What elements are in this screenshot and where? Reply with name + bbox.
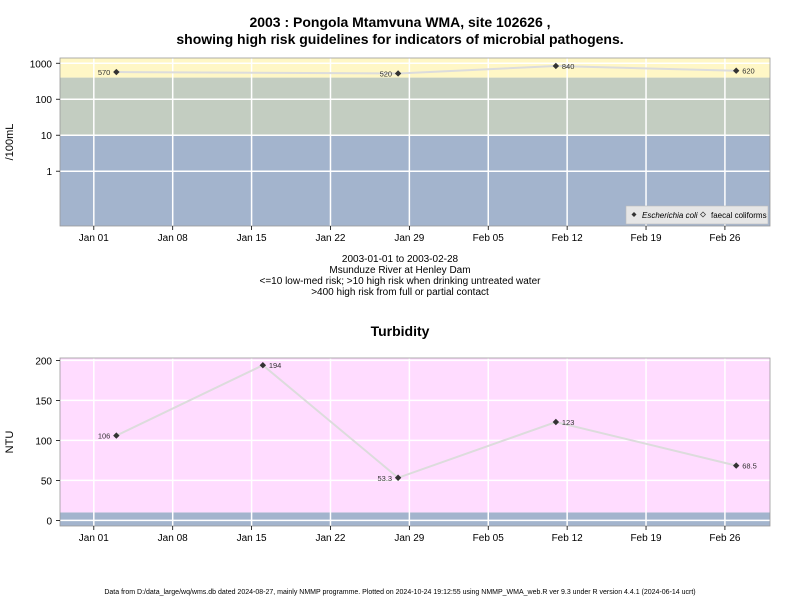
x-tick-label: Feb 26: [709, 533, 741, 544]
y-tick-label: 100: [35, 95, 52, 106]
caption-date-range: 2003-01-01 to 2003-02-28: [341, 254, 459, 265]
data-point: [732, 462, 740, 469]
plot-frame: [59, 357, 771, 527]
data-label: 53.3: [377, 474, 392, 483]
footer-note: Data from D:/data_large/wq/wms.db dated …: [104, 589, 696, 596]
data-label: 194: [269, 361, 282, 370]
plot-frame: [59, 57, 771, 227]
legend-marker-ecoli: [631, 212, 637, 217]
y-tick-label: 0: [46, 516, 52, 527]
data-point: [113, 68, 120, 76]
legend-marker-faecal: [700, 211, 706, 218]
caption-site-name: Msunduze River at Henley Dam: [329, 265, 471, 276]
y-tick-label: 50: [41, 476, 53, 487]
data-label: 840: [562, 62, 575, 71]
y-axis-label: /100mL: [4, 124, 16, 161]
series-line: [116, 64, 737, 75]
x-tick-label: Feb 12: [552, 233, 584, 244]
data-label: 570: [98, 68, 111, 77]
turbidity-title: Turbidity: [370, 323, 430, 339]
risk-band: [60, 512, 770, 526]
x-tick-label: Feb 05: [473, 533, 505, 544]
risk-band: [60, 77, 770, 136]
y-tick-label: 100: [35, 436, 52, 447]
y-tick-label: 10: [41, 131, 53, 142]
y-axis-label: NTU: [4, 431, 16, 454]
risk-band: [60, 58, 770, 78]
chart-title-line1: 2003 : Pongola Mtamvuna WMA, site 102626…: [249, 14, 551, 30]
data-label: 620: [742, 67, 755, 76]
data-point: [552, 62, 560, 70]
y-tick-label: 200: [35, 356, 52, 367]
x-tick-label: Jan 22: [315, 533, 345, 544]
legend: Escherichia coli faecal coliforms: [625, 205, 769, 225]
x-tick-label: Feb 19: [630, 533, 662, 544]
x-tick-label: Jan 29: [394, 233, 424, 244]
chart-title-line2: showing high risk guidelines for indicat…: [176, 31, 624, 47]
x-tick-label: Jan 01: [79, 233, 109, 244]
x-tick-label: Feb 19: [630, 233, 662, 244]
data-point: [113, 432, 120, 439]
data-label: 520: [380, 69, 393, 78]
data-point: [732, 67, 740, 74]
data-label: 106: [98, 432, 111, 441]
data-label: 123: [562, 418, 575, 427]
y-tick-label: 1: [46, 167, 52, 178]
data-point: [394, 474, 402, 481]
legend-entry-faecal: faecal coliforms: [711, 211, 767, 220]
x-tick-label: Feb 26: [709, 233, 741, 244]
x-tick-label: Jan 01: [79, 533, 109, 544]
x-tick-label: Feb 05: [473, 233, 505, 244]
data-point: [552, 418, 560, 426]
turbidity-chart: Jan 01 Jan 08 Jan 15 Jan 22 Jan 29 Feb 05 Feb …: [4, 356, 771, 544]
x-tick-label: Jan 08: [158, 533, 188, 544]
microbial-chart: Jan 01 Jan 08 Jan 15 Jan 22 Jan 29 Feb 05 Feb …: [4, 57, 771, 244]
legend-box: [625, 205, 769, 225]
data-point: [394, 70, 402, 77]
y-tick-label: 1000: [30, 59, 53, 70]
caption-drinking-guideline: <=10 low-med risk; >10 high risk when dr…: [259, 276, 541, 287]
x-tick-label: Jan 22: [315, 233, 345, 244]
x-tick-label: Feb 12: [552, 533, 584, 544]
risk-band: [60, 358, 770, 513]
y-tick-label: 150: [35, 396, 52, 407]
x-tick-label: Jan 08: [158, 233, 188, 244]
x-tick-label: Jan 15: [237, 533, 267, 544]
legend-entry-ecoli: Escherichia coli: [642, 211, 698, 220]
data-label: 68.5: [742, 462, 757, 471]
x-tick-label: Jan 29: [394, 533, 424, 544]
caption-contact-guideline: >400 high risk from full or partial cont…: [311, 287, 489, 298]
data-point: [259, 362, 267, 369]
x-tick-label: Jan 15: [237, 233, 267, 244]
